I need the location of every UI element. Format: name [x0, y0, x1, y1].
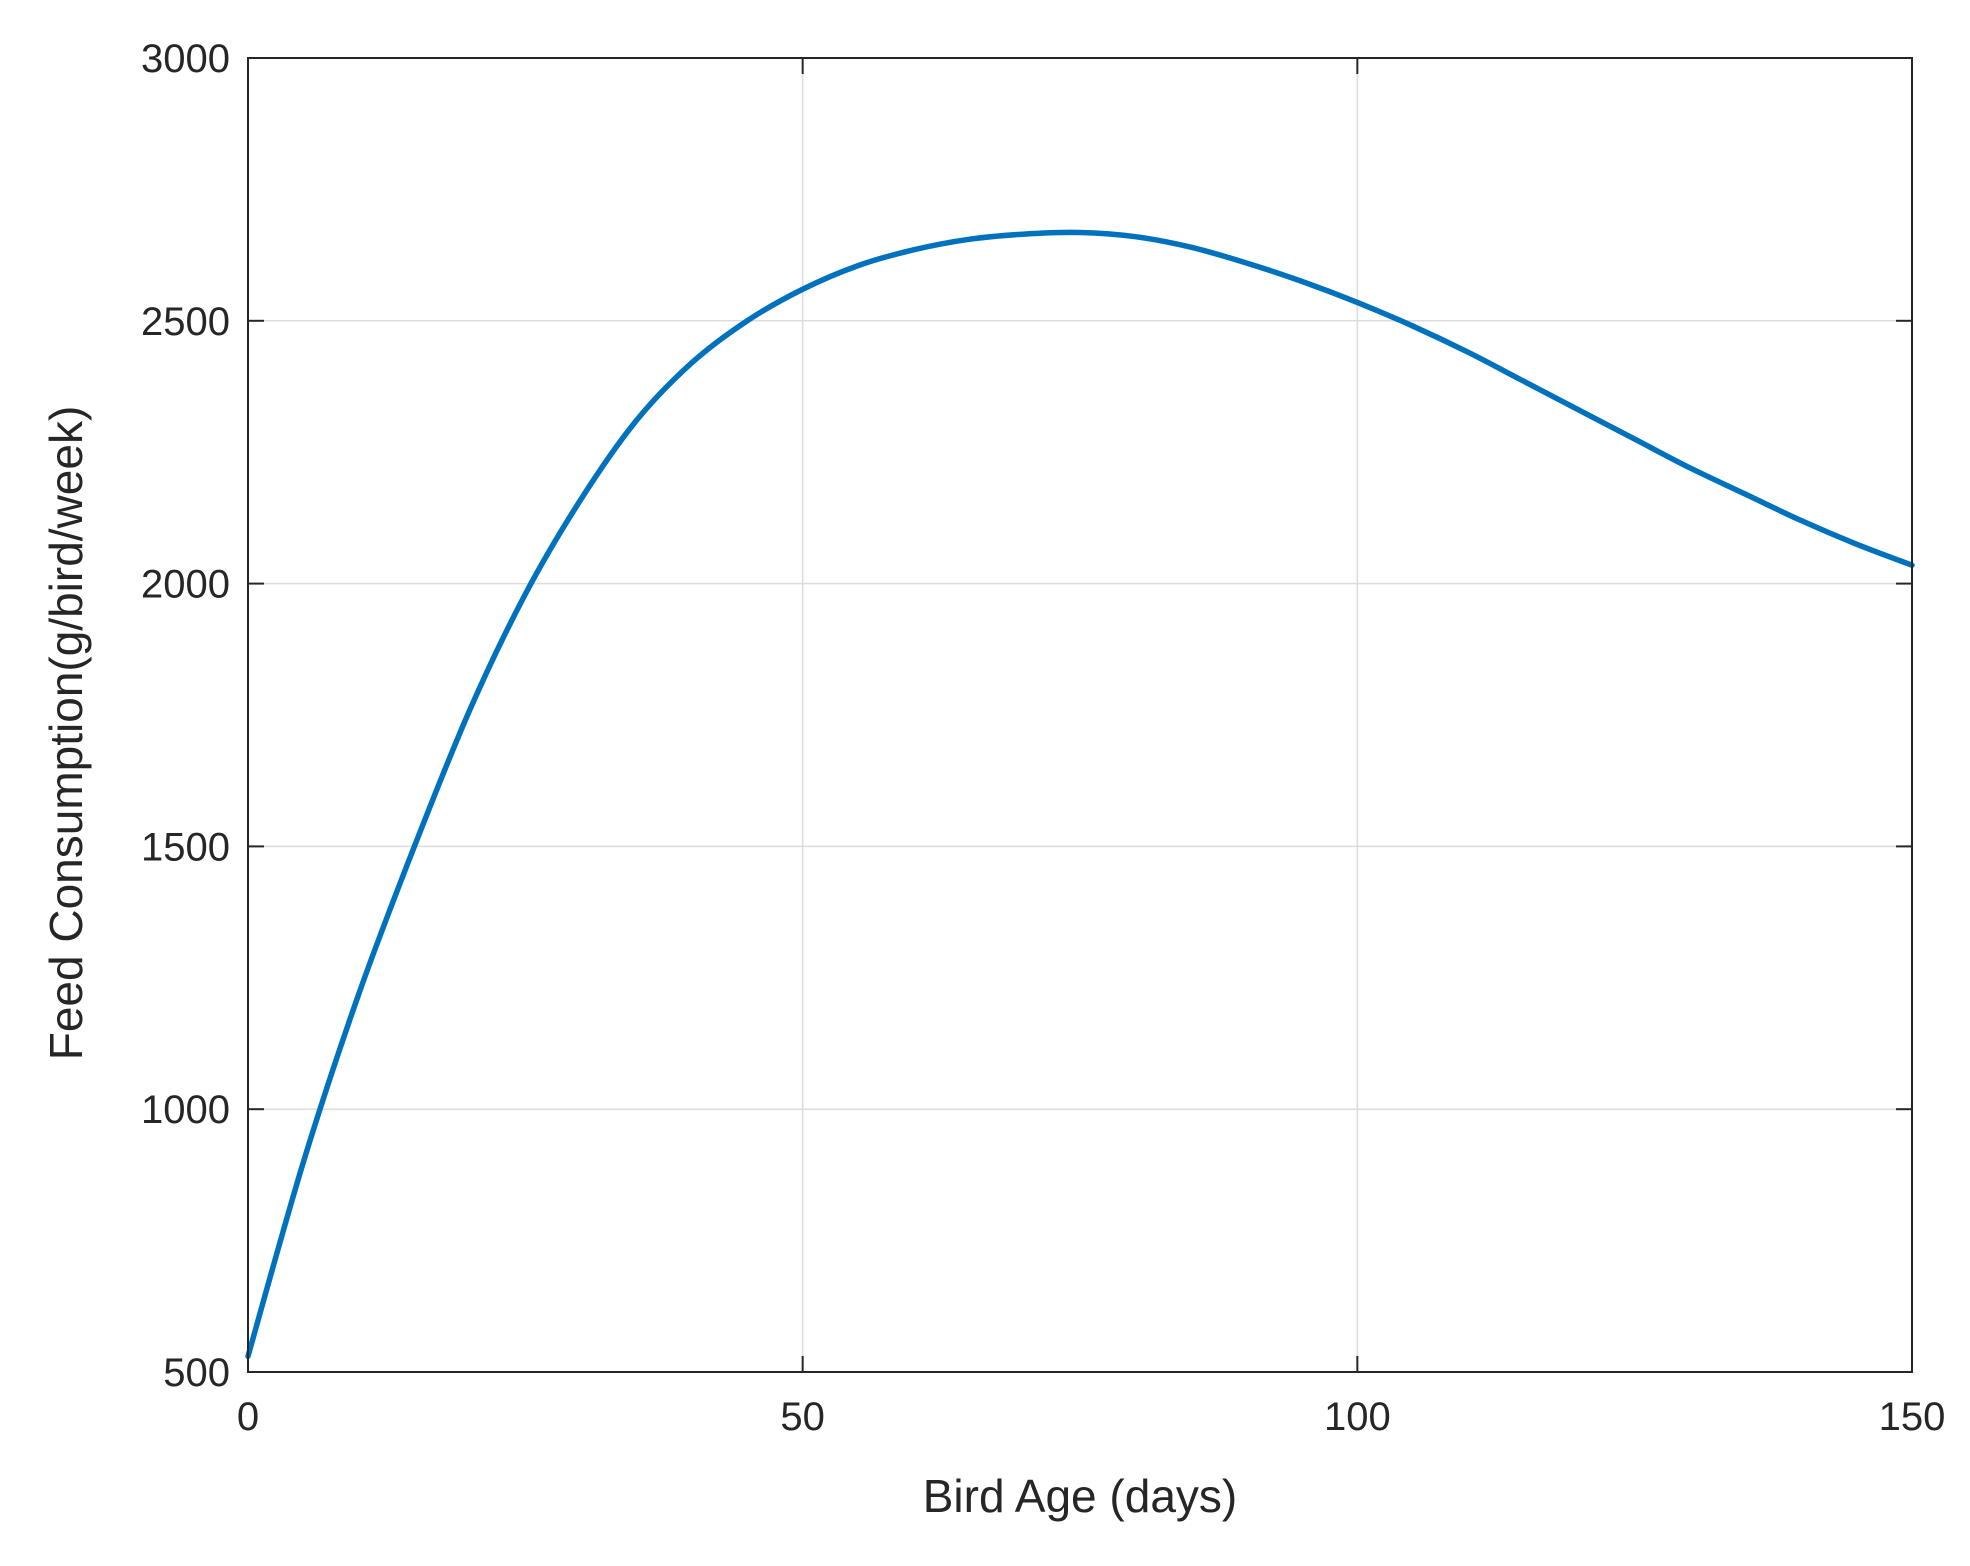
series-layer: [245, 229, 1915, 1359]
y-tick-label: 2000: [141, 563, 230, 607]
y-tick-label: 2500: [141, 300, 230, 344]
x-tick-labels: 0 50 100 150: [237, 1395, 1946, 1439]
x-tick-label: 0: [237, 1395, 259, 1439]
x-tick-label: 100: [1324, 1395, 1391, 1439]
y-tick-label: 3000: [141, 37, 230, 81]
y-tick-label: 500: [163, 1351, 230, 1395]
y-tick-label: 1000: [141, 1088, 230, 1132]
x-axis-label: Bird Age (days): [923, 1470, 1237, 1522]
plot-area-frame: [247, 57, 1913, 1373]
y-tick-labels: 500 1000 1500 2000 2500 3000: [141, 37, 230, 1395]
y-tick-label: 1500: [141, 825, 230, 869]
series-line: [245, 229, 1915, 1359]
y-axis-label: Feed Consumption(g/bird/week): [40, 406, 92, 1061]
tick-marks: [247, 57, 1913, 1373]
x-tick-label: 50: [780, 1395, 825, 1439]
grid: [247, 57, 1913, 1373]
x-tick-label: 150: [1879, 1395, 1946, 1439]
